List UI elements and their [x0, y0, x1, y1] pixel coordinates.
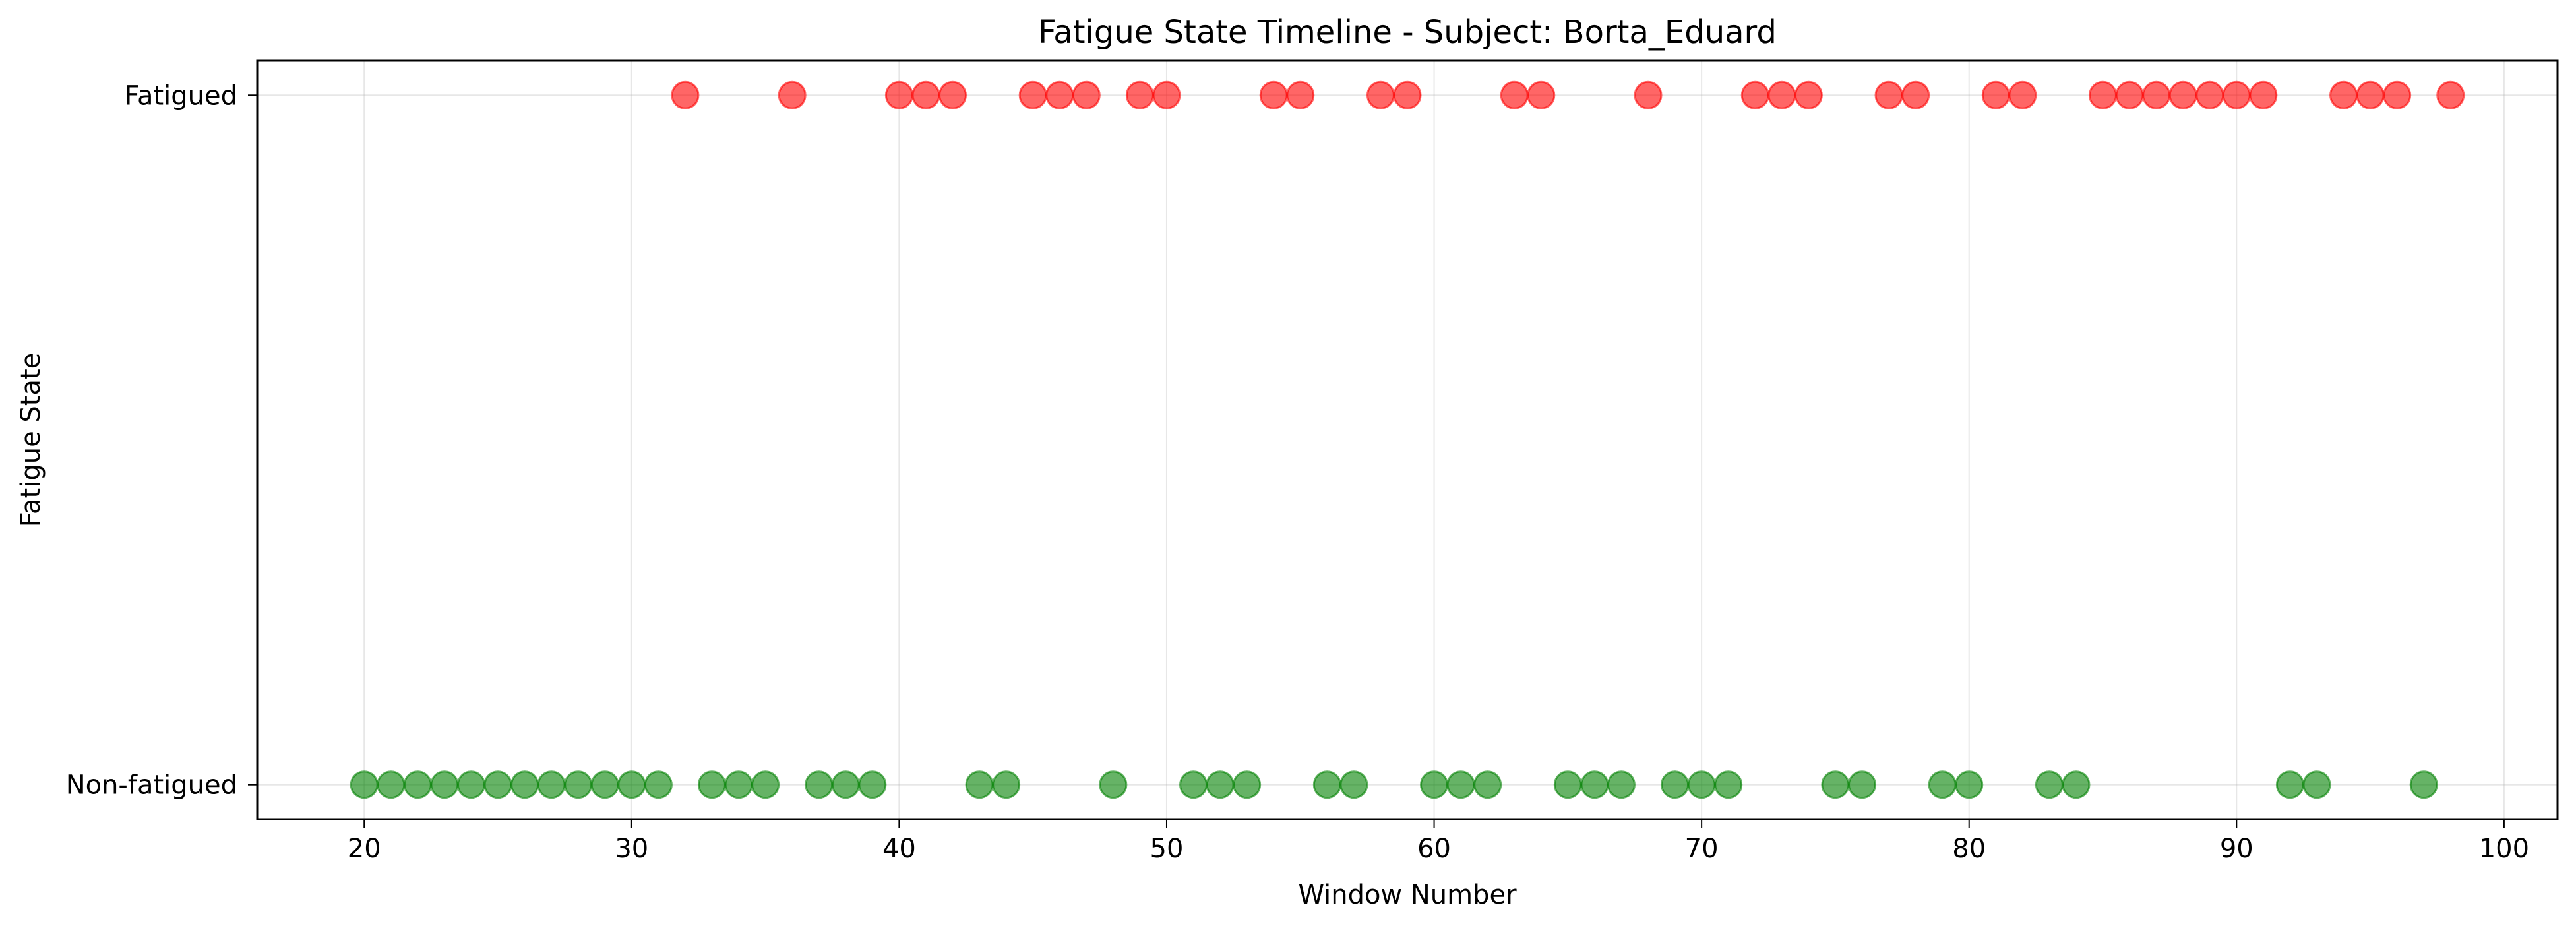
non-fatigued-point	[805, 770, 834, 799]
fatigued-point	[1125, 80, 1154, 109]
fatigued-point	[2249, 80, 2278, 109]
fatigued-point	[671, 80, 700, 109]
non-fatigued-point	[510, 770, 539, 799]
non-fatigued-point	[483, 770, 512, 799]
x-axis-label: Window Number	[1298, 880, 1517, 910]
non-fatigued-point	[1179, 770, 1208, 799]
fatigued-point	[2142, 80, 2171, 109]
x-axis-ticks: 20 30 40 50 60 70 80 90 100	[348, 819, 2529, 864]
y-axis-ticks: Non-fatigued Fatigued	[66, 80, 257, 801]
x-tick-label: 90	[2220, 834, 2254, 864]
non-fatigued-point	[1420, 770, 1449, 799]
non-fatigued-point	[430, 770, 459, 799]
non-fatigued-point	[1928, 770, 1957, 799]
fatigued-point	[911, 80, 940, 109]
y-axis-label: Fatigue State	[16, 353, 46, 528]
fatigued-point	[938, 80, 967, 109]
non-fatigued-point	[2062, 770, 2091, 799]
non-fatigued-point	[1821, 770, 1850, 799]
fatigued-point	[2168, 80, 2197, 109]
non-fatigued-point	[858, 770, 887, 799]
fatigued-point	[2222, 80, 2251, 109]
non-fatigued-point	[537, 770, 566, 799]
non-fatigued-point	[2035, 770, 2064, 799]
non-fatigued-point	[1687, 770, 1716, 799]
non-fatigued-point	[377, 770, 406, 799]
data-points	[350, 80, 2465, 799]
non-fatigued-point	[1446, 770, 1475, 799]
plot-frame	[256, 59, 2559, 820]
x-tick-label: 80	[1952, 834, 1986, 864]
fatigued-point	[1901, 80, 1930, 109]
fatigued-point	[778, 80, 807, 109]
non-fatigued-point	[1339, 770, 1368, 799]
non-fatigued-point	[403, 770, 432, 799]
chart-title: Fatigue State Timeline - Subject: Borta_…	[1038, 14, 1777, 51]
fatigued-point	[1767, 80, 1796, 109]
non-fatigued-point	[831, 770, 860, 799]
fatigued-point	[2195, 80, 2224, 109]
non-fatigued-point	[644, 770, 673, 799]
non-fatigued-point	[2302, 770, 2331, 799]
non-fatigued-point	[617, 770, 646, 799]
non-fatigued-point	[1553, 770, 1582, 799]
fatigued-point	[2436, 80, 2465, 109]
fatigued-point	[884, 80, 913, 109]
x-tick-label: 40	[882, 834, 916, 864]
non-fatigued-point	[350, 770, 379, 799]
x-tick-label: 70	[1685, 834, 1719, 864]
fatigued-point	[1500, 80, 1529, 109]
fatigued-point	[1018, 80, 1047, 109]
non-fatigued-point	[1714, 770, 1743, 799]
non-fatigued-point	[2409, 770, 2438, 799]
fatigued-point	[1286, 80, 1315, 109]
non-fatigued-point	[590, 770, 619, 799]
non-fatigued-point	[697, 770, 726, 799]
non-fatigued-point	[564, 770, 593, 799]
fatigued-point	[2356, 80, 2385, 109]
non-fatigued-point	[724, 770, 753, 799]
fatigued-point	[1740, 80, 1769, 109]
fatigued-point	[2115, 80, 2144, 109]
fatigued-point	[2008, 80, 2037, 109]
fatigued-point	[1072, 80, 1101, 109]
x-tick-label: 60	[1417, 834, 1451, 864]
x-tick-label: 50	[1150, 834, 1184, 864]
non-fatigued-point	[1661, 770, 1690, 799]
fatigued-point	[2383, 80, 2412, 109]
y-tick-label: Non-fatigued	[66, 770, 237, 801]
fatigued-point	[1981, 80, 2010, 109]
non-fatigued-point	[1955, 770, 1984, 799]
non-fatigued-point	[1099, 770, 1128, 799]
non-fatigued-point	[2275, 770, 2304, 799]
non-fatigued-point	[965, 770, 994, 799]
x-tick-label: 100	[2479, 834, 2529, 864]
non-fatigued-point	[1607, 770, 1636, 799]
non-fatigued-point	[456, 770, 485, 799]
fatigued-point	[1045, 80, 1074, 109]
fatigued-point	[1393, 80, 1422, 109]
fatigued-point	[1874, 80, 1903, 109]
x-tick-label: 20	[348, 834, 381, 864]
fatigued-point	[1152, 80, 1181, 109]
fatigued-point	[1366, 80, 1395, 109]
non-fatigued-point	[1206, 770, 1235, 799]
x-tick-label: 30	[615, 834, 648, 864]
fatigued-point	[2089, 80, 2118, 109]
non-fatigued-point	[1233, 770, 1262, 799]
fatigued-point	[1527, 80, 1556, 109]
non-fatigued-point	[751, 770, 780, 799]
fatigued-point	[2329, 80, 2358, 109]
non-fatigued-point	[1580, 770, 1609, 799]
non-fatigued-point	[1312, 770, 1341, 799]
y-tick-label: Fatigued	[125, 80, 237, 111]
fatigued-point	[1794, 80, 1823, 109]
fatigued-point	[1259, 80, 1288, 109]
non-fatigued-point	[1847, 770, 1876, 799]
fatigued-point	[1634, 80, 1663, 109]
non-fatigued-point	[1473, 770, 1502, 799]
non-fatigued-point	[992, 770, 1021, 799]
